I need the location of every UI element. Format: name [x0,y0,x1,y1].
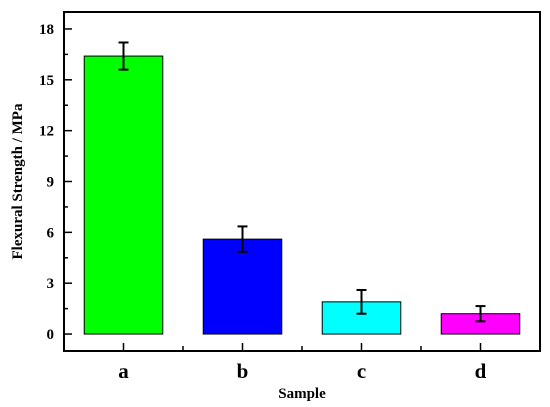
y-tick-label: 9 [47,175,55,191]
x-tick-label-b: b [237,359,249,383]
error-bar-b [237,225,248,253]
plot-frame [63,11,541,352]
y-tick-label: 18 [39,22,54,38]
y-tick-label: 0 [47,327,55,343]
y-tick-label: 15 [39,73,54,89]
error-bar-c [356,288,367,315]
bar-a [83,55,164,335]
y-tick-label: 12 [39,124,54,140]
bar-b [202,238,283,335]
error-bar-d [475,305,486,323]
x-tick-label-c: c [357,359,366,383]
error-bar-a [118,41,129,71]
x-ticks-group: a b c d [63,343,541,383]
y-tick-label: 3 [47,276,55,292]
x-tick-label-d: d [475,359,487,383]
bars-group [83,55,521,335]
y-ticks-group: 0 3 6 9 12 15 18 [39,22,72,343]
y-axis-title: Flexural Strength / MPa [10,103,26,259]
error-bars-group [118,41,486,323]
y-tick-label: 6 [47,225,55,241]
x-tick-label-a: a [118,359,129,383]
x-axis-title: Sample [278,386,326,402]
